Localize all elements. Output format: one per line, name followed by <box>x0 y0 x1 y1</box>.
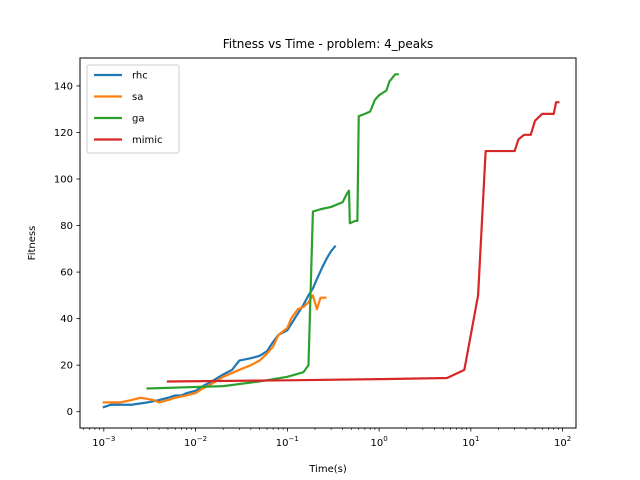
plot-frame <box>79 57 577 429</box>
y-tick-label: 120 <box>54 128 73 139</box>
chart-title: Fitness vs Time - problem: 4_peaks <box>223 37 434 51</box>
x-axis-label: Time(s) <box>308 464 347 475</box>
y-tick-label: 140 <box>54 81 73 92</box>
y-tick-label: 20 <box>60 361 73 372</box>
series-line-ga <box>146 73 399 390</box>
legend: rhc sa ga mimic <box>86 64 180 154</box>
legend-frame <box>86 64 180 154</box>
y-tick-label: 60 <box>60 268 73 279</box>
y-axis-label: Fitness <box>27 226 38 261</box>
y-axis: 0 20 40 60 80 100 120 140 <box>54 81 80 418</box>
y-tick-label: 100 <box>54 175 73 186</box>
y-tick-label: 0 <box>67 407 73 418</box>
series-line-rhc <box>102 244 337 409</box>
series-line-sa <box>102 294 327 404</box>
legend-label-mimic: mimic <box>132 135 163 146</box>
legend-label-sa: sa <box>132 92 143 103</box>
series-line-mimic <box>166 101 560 383</box>
legend-label-ga: ga <box>132 114 144 125</box>
series-layer <box>102 73 560 409</box>
legend-label-rhc: rhc <box>132 71 148 82</box>
y-tick-label: 40 <box>60 314 73 325</box>
y-tick-label: 80 <box>60 221 73 232</box>
